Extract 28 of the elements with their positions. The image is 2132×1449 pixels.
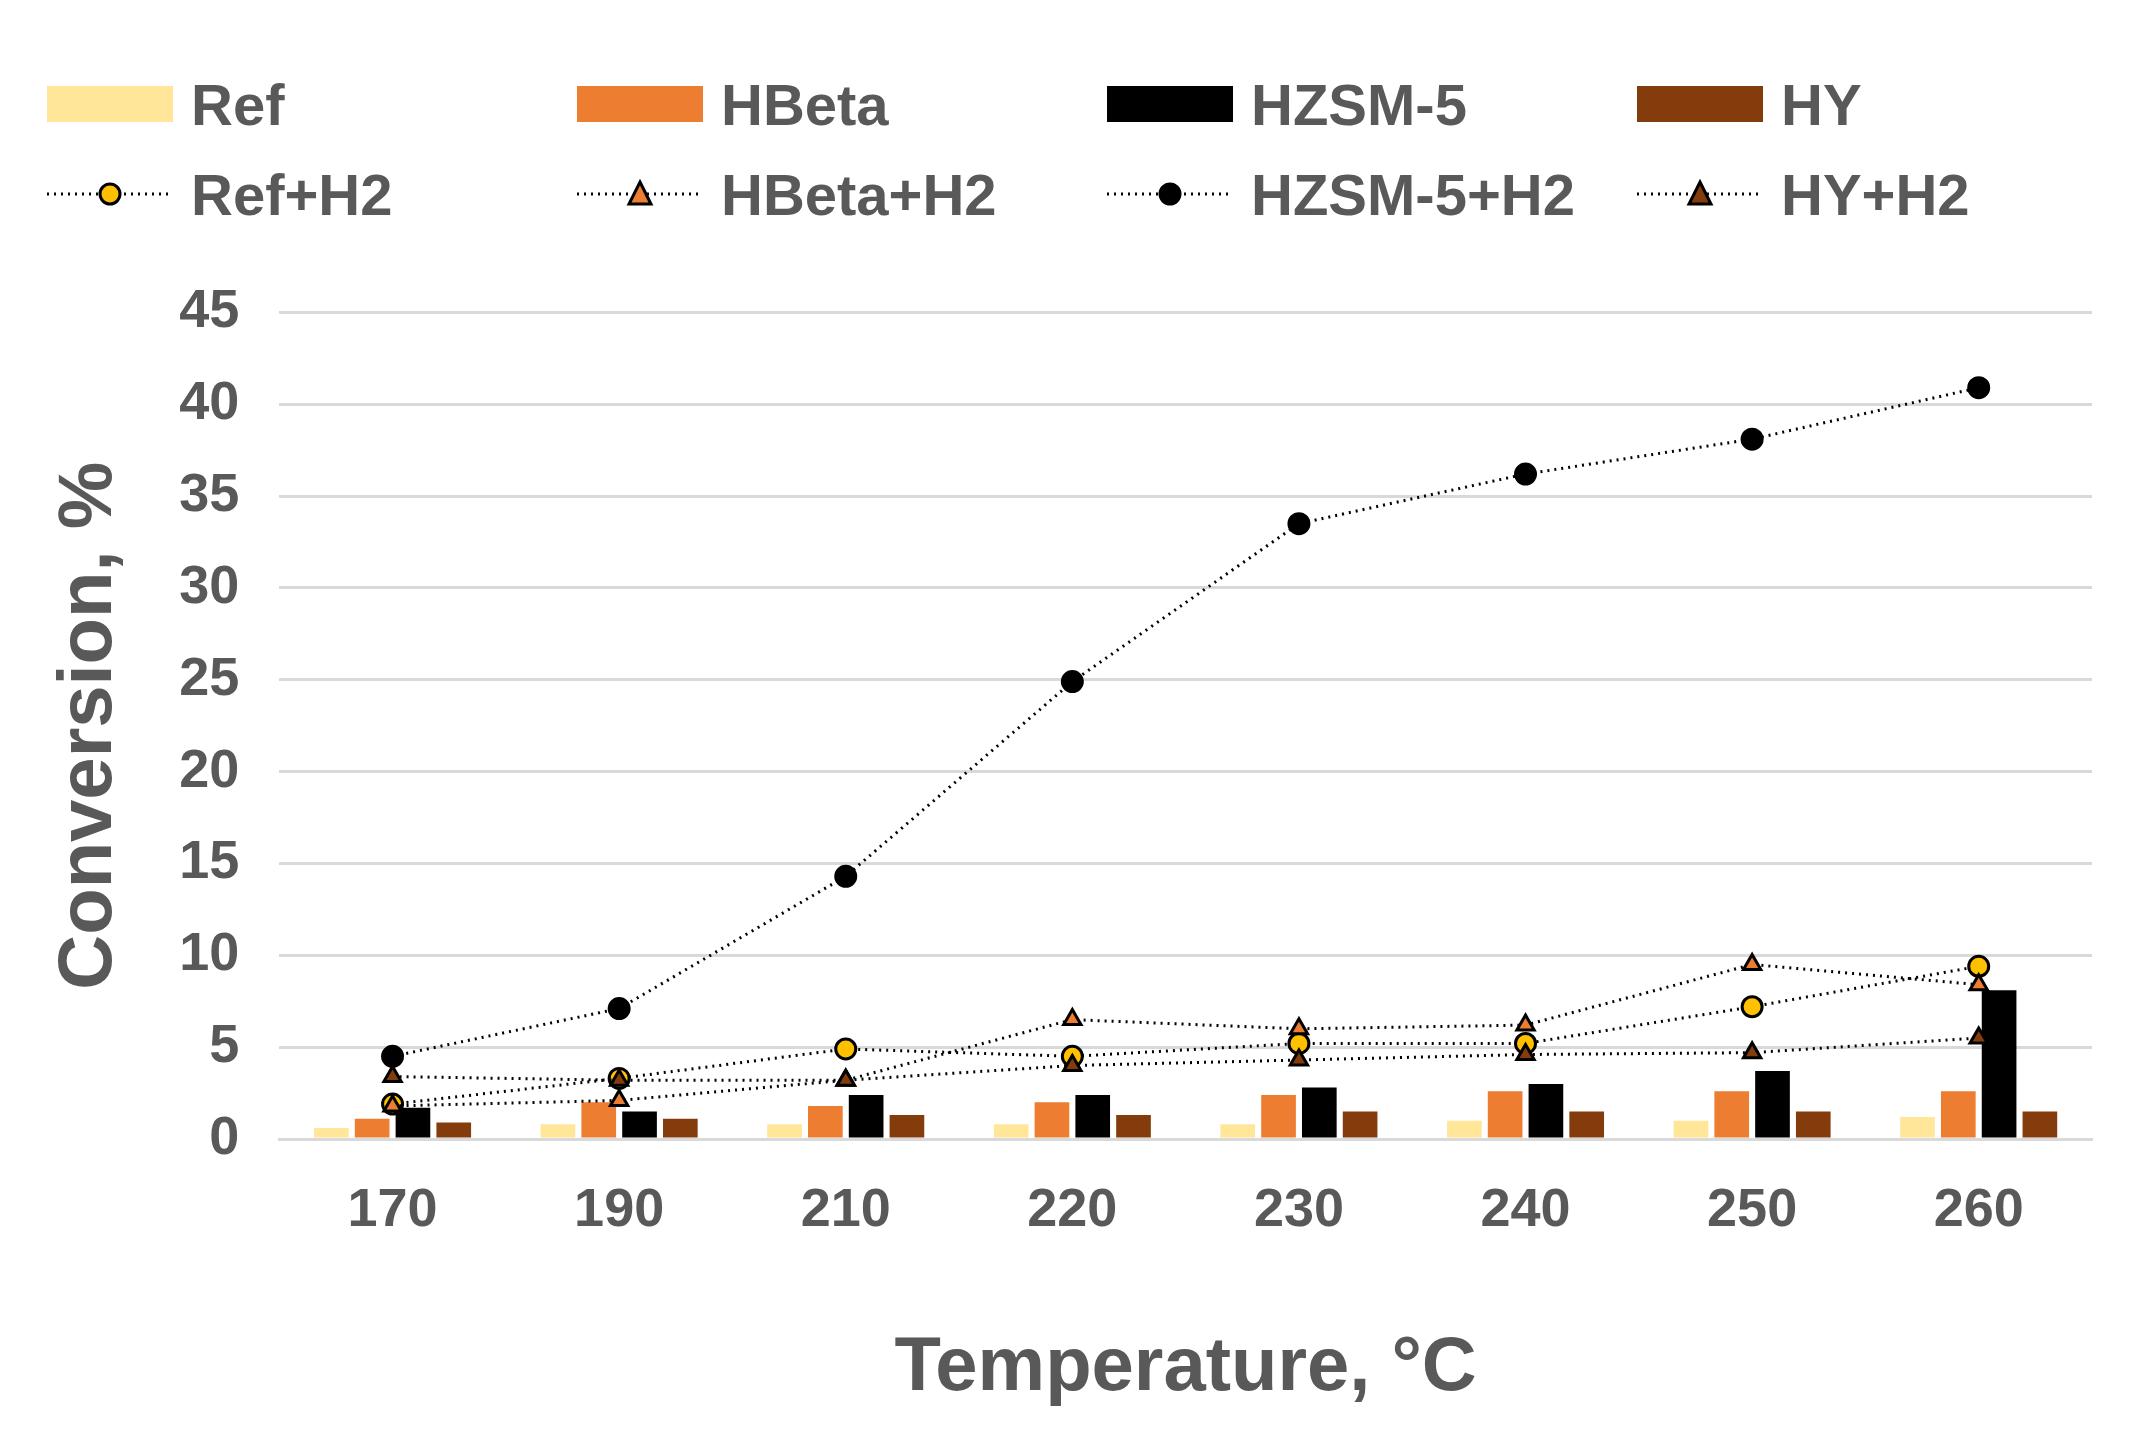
y-tick-label: 45 bbox=[179, 278, 240, 339]
legend-label: HBeta+H2 bbox=[721, 160, 997, 228]
y-tick-label: 35 bbox=[179, 461, 240, 522]
x-tick-label: 210 bbox=[800, 1177, 891, 1238]
x-tick-label: 250 bbox=[1707, 1177, 1798, 1238]
y-tick-label: 20 bbox=[179, 737, 240, 798]
x-tick-label: 260 bbox=[1933, 1177, 2024, 1238]
x-tick-label: 240 bbox=[1480, 1177, 1571, 1238]
y-tick-label: 40 bbox=[179, 370, 240, 431]
y-tick-label: 25 bbox=[179, 645, 240, 706]
legend-label: HZSM-5+H2 bbox=[1251, 160, 1575, 228]
legend-label: Ref bbox=[191, 70, 285, 138]
y-tick-label: 30 bbox=[179, 553, 240, 614]
x-tick-label: 220 bbox=[1027, 1177, 1118, 1238]
x-tick-label: 230 bbox=[1253, 1177, 1344, 1238]
x-tick-label: 190 bbox=[574, 1177, 665, 1238]
legend-label: HY+H2 bbox=[1781, 160, 1970, 228]
y-axis-title: Conversion, % bbox=[41, 461, 127, 990]
legend-label: HY bbox=[1781, 70, 1862, 138]
legend-label: HZSM-5 bbox=[1251, 70, 1467, 138]
x-axis-title: Temperature, °C bbox=[894, 1321, 1477, 1407]
legend-label: HBeta bbox=[721, 70, 889, 138]
y-tick-label: 5 bbox=[209, 1013, 240, 1074]
y-tick-label: 10 bbox=[179, 921, 240, 982]
y-tick-label: 15 bbox=[179, 829, 240, 890]
legend-label: Ref+H2 bbox=[191, 160, 393, 228]
y-tick-label: 0 bbox=[209, 1104, 240, 1165]
x-tick-label: 170 bbox=[347, 1177, 438, 1238]
